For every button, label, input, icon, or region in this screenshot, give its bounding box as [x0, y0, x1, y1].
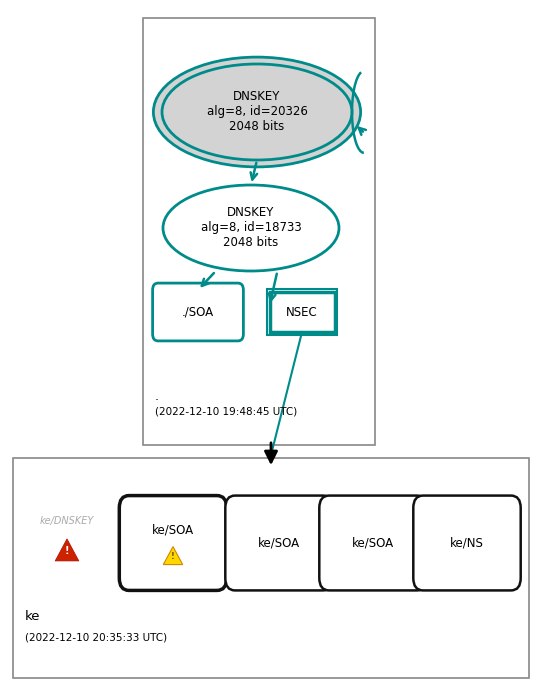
- FancyBboxPatch shape: [225, 495, 333, 591]
- FancyBboxPatch shape: [143, 18, 375, 445]
- Text: ke/DNSKEY: ke/DNSKEY: [40, 515, 94, 526]
- Text: !: !: [171, 552, 175, 561]
- Text: ke/SOA: ke/SOA: [258, 537, 300, 549]
- Text: DNSKEY
alg=8, id=18733
2048 bits: DNSKEY alg=8, id=18733 2048 bits: [201, 206, 301, 250]
- Text: ke/SOA: ke/SOA: [352, 537, 394, 549]
- Ellipse shape: [163, 185, 339, 271]
- Text: NSEC: NSEC: [286, 306, 318, 319]
- Ellipse shape: [162, 64, 352, 160]
- FancyBboxPatch shape: [270, 292, 335, 332]
- Text: ke/SOA: ke/SOA: [152, 524, 194, 537]
- Text: (2022-12-10 20:35:33 UTC): (2022-12-10 20:35:33 UTC): [25, 632, 167, 642]
- Text: DNSKEY
alg=8, id=20326
2048 bits: DNSKEY alg=8, id=20326 2048 bits: [206, 90, 307, 133]
- Text: ke/NS: ke/NS: [450, 537, 484, 549]
- Polygon shape: [163, 546, 183, 564]
- Text: .: .: [155, 390, 159, 403]
- FancyBboxPatch shape: [13, 458, 529, 678]
- Text: !: !: [65, 546, 69, 556]
- FancyBboxPatch shape: [267, 289, 337, 335]
- Text: ke: ke: [25, 610, 40, 623]
- Text: (2022-12-10 19:48:45 UTC): (2022-12-10 19:48:45 UTC): [155, 407, 297, 417]
- Text: ./SOA: ./SOA: [182, 306, 214, 319]
- FancyBboxPatch shape: [319, 495, 427, 591]
- Ellipse shape: [154, 57, 361, 167]
- Polygon shape: [55, 539, 79, 561]
- FancyBboxPatch shape: [119, 495, 227, 591]
- FancyBboxPatch shape: [153, 283, 244, 341]
- FancyBboxPatch shape: [413, 495, 521, 591]
